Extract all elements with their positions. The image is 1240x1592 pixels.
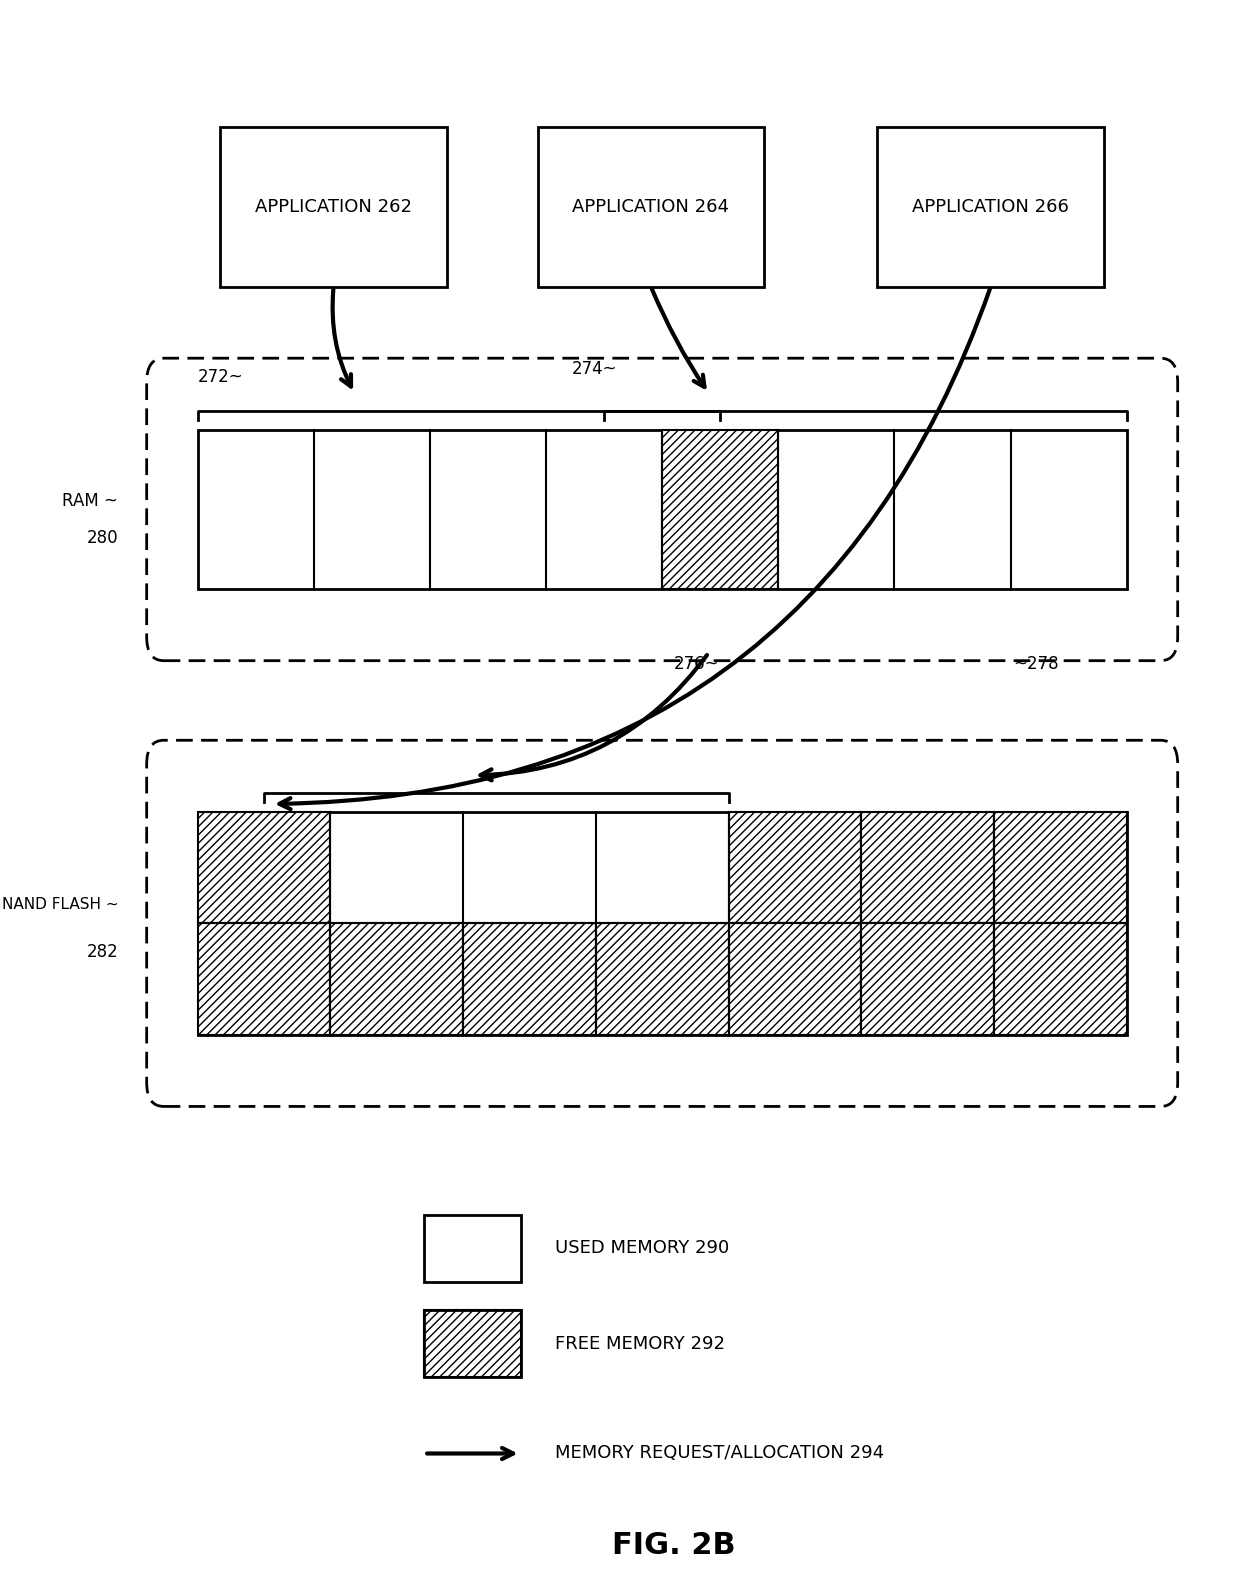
FancyBboxPatch shape [538,127,764,287]
Text: FREE MEMORY 292: FREE MEMORY 292 [554,1334,724,1353]
FancyBboxPatch shape [994,812,1127,923]
FancyBboxPatch shape [146,358,1178,661]
FancyBboxPatch shape [878,127,1104,287]
FancyBboxPatch shape [197,430,1127,589]
FancyBboxPatch shape [729,812,862,923]
Text: APPLICATION 262: APPLICATION 262 [255,197,412,217]
FancyBboxPatch shape [994,923,1127,1035]
FancyBboxPatch shape [424,1310,521,1377]
Text: 272~: 272~ [197,368,243,387]
Text: FIG. 2B: FIG. 2B [611,1532,735,1560]
Text: NAND FLASH ~: NAND FLASH ~ [1,896,118,912]
FancyBboxPatch shape [197,812,330,923]
Text: ~278: ~278 [1013,654,1059,673]
FancyBboxPatch shape [662,430,779,589]
Text: 280: 280 [87,529,118,548]
Text: MEMORY REQUEST/ALLOCATION 294: MEMORY REQUEST/ALLOCATION 294 [554,1444,884,1463]
Text: 282: 282 [87,942,118,962]
FancyBboxPatch shape [221,127,446,287]
Text: USED MEMORY 290: USED MEMORY 290 [554,1239,729,1258]
FancyBboxPatch shape [146,740,1178,1106]
Text: 274~: 274~ [572,360,618,379]
FancyArrowPatch shape [480,654,707,780]
FancyBboxPatch shape [729,923,862,1035]
FancyBboxPatch shape [197,812,1127,1035]
FancyArrowPatch shape [279,290,990,809]
FancyBboxPatch shape [197,923,330,1035]
Text: APPLICATION 264: APPLICATION 264 [573,197,729,217]
FancyBboxPatch shape [862,923,994,1035]
FancyBboxPatch shape [330,923,463,1035]
FancyBboxPatch shape [595,923,729,1035]
Text: 276~: 276~ [673,654,719,673]
Text: APPLICATION 266: APPLICATION 266 [913,197,1069,217]
FancyArrowPatch shape [332,290,351,387]
FancyBboxPatch shape [463,923,595,1035]
FancyArrowPatch shape [652,290,704,387]
FancyBboxPatch shape [862,812,994,923]
FancyBboxPatch shape [424,1215,521,1282]
Text: RAM ~: RAM ~ [62,492,118,511]
FancyArrowPatch shape [427,1449,513,1458]
